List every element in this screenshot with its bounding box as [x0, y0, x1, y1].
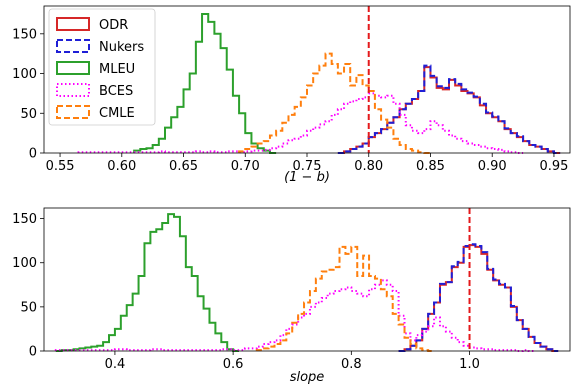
series-cmle — [255, 245, 435, 352]
series-mleu — [55, 213, 240, 352]
x-tick-label: 0.60 — [107, 159, 136, 174]
y-tick-label: 150 — [12, 27, 37, 42]
legend: ODR Nukers MLEU BCES CMLE — [48, 8, 156, 126]
legend-label-mleu: MLEU — [99, 62, 135, 77]
x-tick-label: 0.8 — [341, 357, 362, 372]
legend-label-cmle: CMLE — [99, 106, 135, 121]
x-tick-label: 0.90 — [478, 159, 507, 174]
x-tick-label: 0.4 — [105, 357, 126, 372]
series-bces — [77, 92, 524, 154]
series-cmle — [238, 52, 431, 154]
x-tick-label: 0.55 — [46, 159, 75, 174]
x-tick-label: 0.75 — [293, 159, 322, 174]
legend-label-bces: BCES — [99, 84, 133, 99]
y-tick-label: 50 — [20, 107, 37, 122]
x-axis-label: slope — [290, 370, 325, 385]
x-tick-label: 0.65 — [169, 159, 198, 174]
legend-swatch-odr — [56, 17, 90, 31]
y-tick-label: 150 — [12, 212, 37, 227]
legend-swatch-cmle — [56, 105, 90, 119]
y-tick-label: 100 — [12, 256, 37, 271]
x-tick-label: 0.85 — [416, 159, 445, 174]
series-nukers — [337, 64, 561, 154]
y-tick-label: 0 — [29, 345, 37, 360]
legend-swatch-bces — [56, 83, 90, 97]
y-tick-label: 50 — [20, 300, 37, 315]
series-mleu — [133, 12, 277, 154]
x-tick-label: 0.6 — [223, 357, 244, 372]
x-axis-label: (1 − b) — [284, 170, 330, 185]
bottom-histogram-panel: 0.4 0.6 0.8 1.0 0 50 100 150 slope — [12, 207, 571, 385]
legend-swatch-mleu — [56, 61, 90, 75]
y-tick-label: 0 — [29, 147, 37, 162]
x-tick-label: 0.95 — [539, 159, 568, 174]
axes-frame — [43, 207, 571, 352]
legend-label-nukers: Nukers — [99, 40, 144, 55]
series-bces — [54, 279, 535, 352]
x-tick-label: 1.0 — [459, 357, 480, 372]
legend-swatch-nukers — [56, 39, 90, 53]
y-tick-label: 100 — [12, 67, 37, 82]
x-tick-label: 0.80 — [354, 159, 383, 174]
top-histogram-panel: 0.55 0.60 0.65 0.70 0.75 0.80 0.85 0.90 0.95 0 50 1… — [12, 5, 571, 185]
series-nukers — [398, 243, 559, 352]
legend-label-odr: ODR — [99, 18, 128, 33]
x-tick-label: 0.70 — [231, 159, 260, 174]
